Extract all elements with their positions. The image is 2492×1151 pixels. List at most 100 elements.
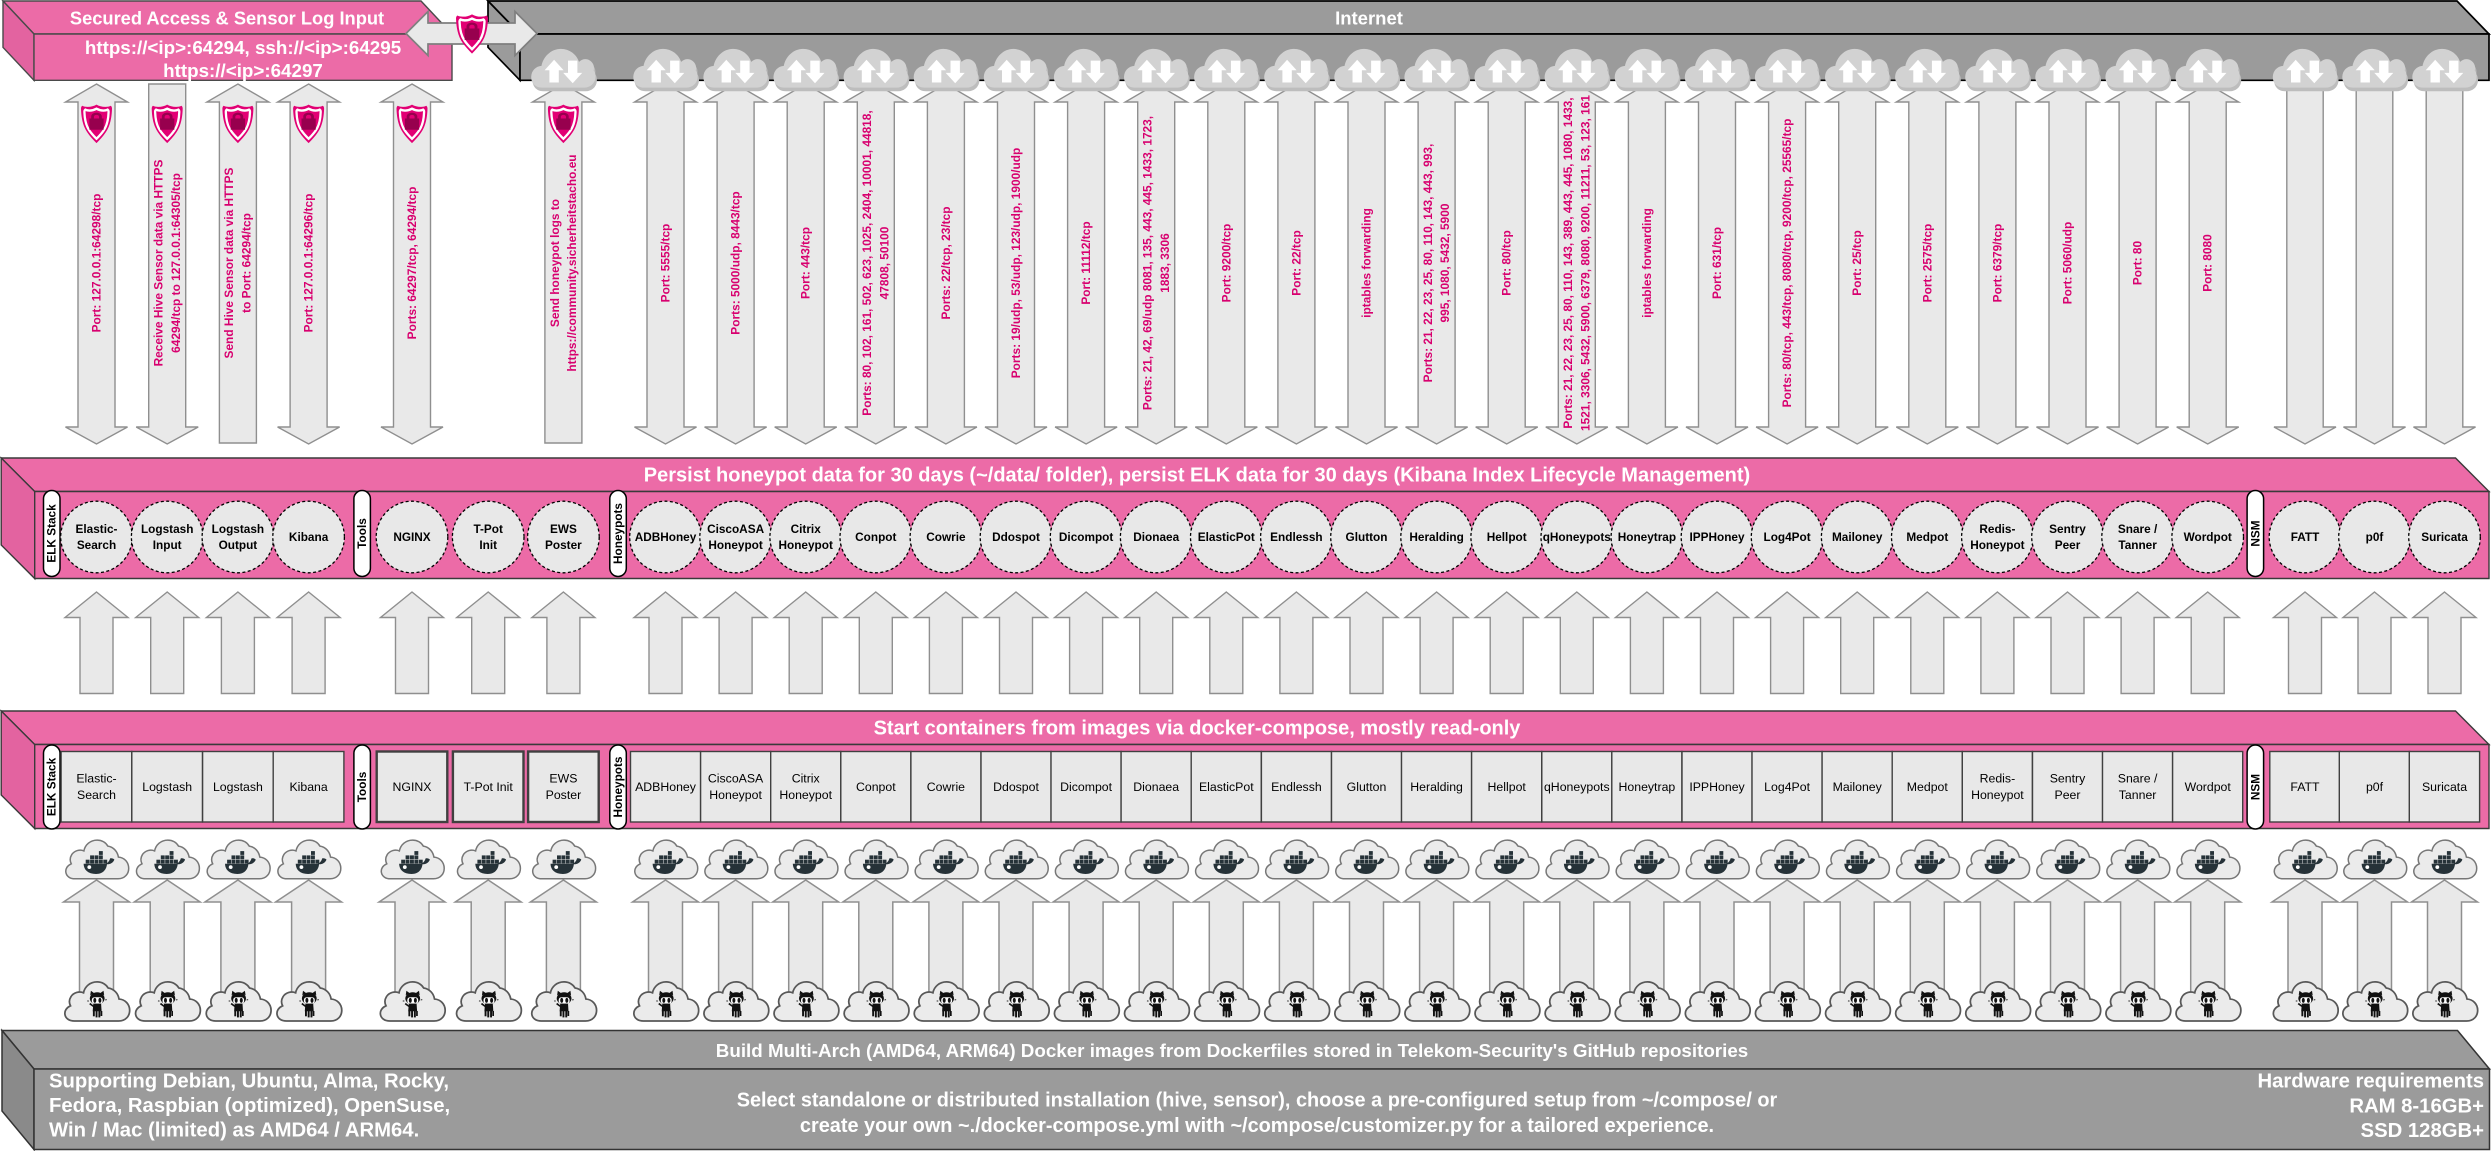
svg-text:SSD 128GB+: SSD 128GB+ — [2361, 1120, 2485, 1142]
svg-text:ElasticPot: ElasticPot — [1199, 780, 1254, 794]
svg-text:Suricata: Suricata — [2422, 780, 2467, 794]
svg-text:Port: 25/tcp: Port: 25/tcp — [1850, 230, 1864, 295]
svg-text:Sentry: Sentry — [2049, 522, 2086, 536]
svg-text:Start containers from images v: Start containers from images via docker-… — [874, 718, 1522, 740]
svg-text:Honeypot: Honeypot — [1971, 788, 2024, 802]
svg-text:EWS: EWS — [550, 522, 577, 536]
svg-text:Port: 631/tcp: Port: 631/tcp — [1710, 227, 1724, 299]
svg-text:ElasticPot: ElasticPot — [1198, 530, 1255, 544]
svg-text:Search: Search — [77, 538, 116, 552]
svg-text:Build Multi-Arch (AMD64, ARM64: Build Multi-Arch (AMD64, ARM64) Docker i… — [716, 1040, 1748, 1061]
svg-text:Citrix: Citrix — [791, 522, 822, 536]
svg-text:Hardware requirements: Hardware requirements — [2257, 1071, 2484, 1093]
svg-text:Kibana: Kibana — [289, 780, 327, 794]
svg-text:Log4Pot: Log4Pot — [1764, 780, 1810, 794]
svg-text:Hellpot: Hellpot — [1487, 530, 1527, 544]
svg-text:Honeypot: Honeypot — [1970, 538, 2024, 552]
svg-text:Output: Output — [219, 538, 258, 552]
svg-text:Fedora, Raspbian (optimized),: Fedora, Raspbian (optimized), OpenSuse, — [49, 1095, 450, 1117]
svg-text:Dionaea: Dionaea — [1133, 780, 1179, 794]
svg-text:Heralding: Heralding — [1409, 530, 1463, 544]
svg-text:Input: Input — [153, 538, 182, 552]
svg-text:Port: 127.0.0.1:64298/tcp: Port: 127.0.0.1:64298/tcp — [90, 194, 104, 333]
svg-text:to Port: 64294/tcp: to Port: 64294/tcp — [240, 213, 254, 313]
svg-text:Suricata: Suricata — [2421, 530, 2468, 544]
svg-text:Wordpot: Wordpot — [2184, 530, 2232, 544]
svg-text:Ddospot: Ddospot — [992, 530, 1040, 544]
svg-text:Redis-: Redis- — [1980, 772, 2016, 786]
svg-text:NGINX: NGINX — [393, 530, 430, 544]
svg-text:Elastic-: Elastic- — [76, 772, 116, 786]
svg-text:Glutton: Glutton — [1347, 780, 1387, 794]
svg-text:qHoneypots: qHoneypots — [1544, 780, 1610, 794]
svg-text:EWS: EWS — [549, 772, 577, 786]
svg-text:Honeypot: Honeypot — [708, 538, 762, 552]
svg-text:FATT: FATT — [2291, 530, 2320, 544]
svg-text:Ports: 5000/udp, 8443/tcp: Ports: 5000/udp, 8443/tcp — [729, 191, 743, 334]
svg-text:Endlessh: Endlessh — [1270, 530, 1322, 544]
svg-text:Conpot: Conpot — [856, 780, 896, 794]
svg-text:Elastic-: Elastic- — [76, 522, 118, 536]
svg-text:Receive Hive Sensor data via H: Receive Hive Sensor data via HTTPS — [152, 160, 166, 367]
svg-text:Port: 5555/tcp: Port: 5555/tcp — [659, 224, 673, 303]
svg-text:Hellpot: Hellpot — [1488, 780, 1527, 794]
svg-text:Honeypot: Honeypot — [779, 788, 832, 802]
svg-text:64294/tcp to 127.0.0.1:64305/t: 64294/tcp to 127.0.0.1:64305/tcp — [169, 173, 183, 353]
svg-text:Mailoney: Mailoney — [1833, 780, 1883, 794]
svg-text:Port: 127.0.0.1:64296/tcp: Port: 127.0.0.1:64296/tcp — [302, 194, 316, 333]
svg-text:Glutton: Glutton — [1346, 530, 1388, 544]
svg-text:Citrix: Citrix — [792, 772, 821, 786]
svg-text:CiscoASA: CiscoASA — [708, 772, 764, 786]
svg-text:Wordpot: Wordpot — [2185, 780, 2232, 794]
svg-text:Supporting Debian, Ubuntu, Alm: Supporting Debian, Ubuntu, Alma, Rocky, — [49, 1071, 449, 1093]
svg-text:1883, 3306: 1883, 3306 — [1158, 233, 1172, 293]
svg-text:Ddospot: Ddospot — [993, 780, 1039, 794]
svg-text:Medpot: Medpot — [1906, 530, 1948, 544]
svg-text:Logstash: Logstash — [213, 780, 263, 794]
svg-text:Peer: Peer — [2055, 538, 2081, 552]
svg-text:Port: 22/tcp: Port: 22/tcp — [1289, 230, 1303, 295]
svg-text:ELK Stack: ELK Stack — [45, 504, 59, 563]
svg-text:https://<ip>:64297: https://<ip>:64297 — [163, 60, 323, 81]
svg-text:Send honeypot logs to: Send honeypot logs to — [548, 199, 562, 327]
svg-text:Cowrie: Cowrie — [926, 530, 966, 544]
svg-text:Port: 80/tcp: Port: 80/tcp — [1500, 230, 1514, 295]
svg-text:Dicompot: Dicompot — [1060, 780, 1113, 794]
svg-text:Select standalone or distribut: Select standalone or distributed install… — [737, 1090, 1778, 1112]
svg-text:https://<ip>:64294, ssh://<ip>: https://<ip>:64294, ssh://<ip>:64295 — [85, 37, 401, 58]
svg-text:Honeypot: Honeypot — [709, 788, 762, 802]
svg-text:Ports: 19/udp, 53/udp, 123/udp: Ports: 19/udp, 53/udp, 123/udp, 1900/udp — [1009, 148, 1023, 379]
svg-text:T-Pot: T-Pot — [473, 522, 503, 536]
svg-text:Ports: 21, 22, 23, 25, 80, 110: Ports: 21, 22, 23, 25, 80, 110, 143, 389… — [1561, 97, 1575, 428]
svg-text:NSM: NSM — [2248, 520, 2262, 546]
svg-text:1521, 3306, 5432, 5900, 6379,: 1521, 3306, 5432, 5900, 6379, 8080, 9200… — [1579, 95, 1593, 431]
svg-text:Search: Search — [77, 788, 116, 802]
svg-text:Port: 443/tcp: Port: 443/tcp — [799, 227, 813, 299]
svg-text:Ports: 21, 42, 69/udp 8081, 13: Ports: 21, 42, 69/udp 8081, 135, 443, 44… — [1141, 116, 1155, 410]
svg-text:NSM: NSM — [2248, 774, 2262, 800]
svg-text:Send Hive Sensor data via HTTP: Send Hive Sensor data via HTTPS — [222, 167, 236, 358]
svg-text:IPPHoney: IPPHoney — [1689, 780, 1745, 794]
svg-text:Port: 2575/tcp: Port: 2575/tcp — [1920, 224, 1934, 303]
svg-text:Init: Init — [479, 538, 497, 552]
svg-text:Tanner: Tanner — [2118, 538, 2157, 552]
svg-text:Snare /: Snare / — [2118, 522, 2158, 536]
svg-text:Logstash: Logstash — [212, 522, 264, 536]
svg-text:Conpot: Conpot — [855, 530, 896, 544]
svg-text:Dicompot: Dicompot — [1059, 530, 1113, 544]
svg-text:https://community.sicherheitst: https://community.sicherheitstacho.eu — [565, 154, 579, 371]
svg-text:995, 1080, 5432, 5900: 995, 1080, 5432, 5900 — [1438, 203, 1452, 322]
svg-text:RAM 8-16GB+: RAM 8-16GB+ — [2349, 1096, 2484, 1118]
svg-text:Tools: Tools — [355, 518, 369, 549]
svg-text:Tools: Tools — [355, 771, 369, 802]
svg-text:47808, 50100: 47808, 50100 — [877, 226, 891, 299]
svg-text:Ports: 64297/tcp, 64294/tcp: Ports: 64297/tcp, 64294/tcp — [405, 187, 419, 340]
svg-text:iptables forwarding: iptables forwarding — [1360, 208, 1374, 318]
svg-text:Internet: Internet — [1335, 7, 1403, 28]
svg-text:Port: 9200/tcp: Port: 9200/tcp — [1219, 224, 1233, 303]
svg-text:ELK Stack: ELK Stack — [45, 757, 59, 816]
svg-text:Log4Pot: Log4Pot — [1764, 530, 1811, 544]
svg-text:CiscoASA: CiscoASA — [707, 522, 765, 536]
svg-text:IPPHoney: IPPHoney — [1689, 530, 1745, 544]
svg-text:Port: 5060/udp: Port: 5060/udp — [2061, 222, 2075, 305]
